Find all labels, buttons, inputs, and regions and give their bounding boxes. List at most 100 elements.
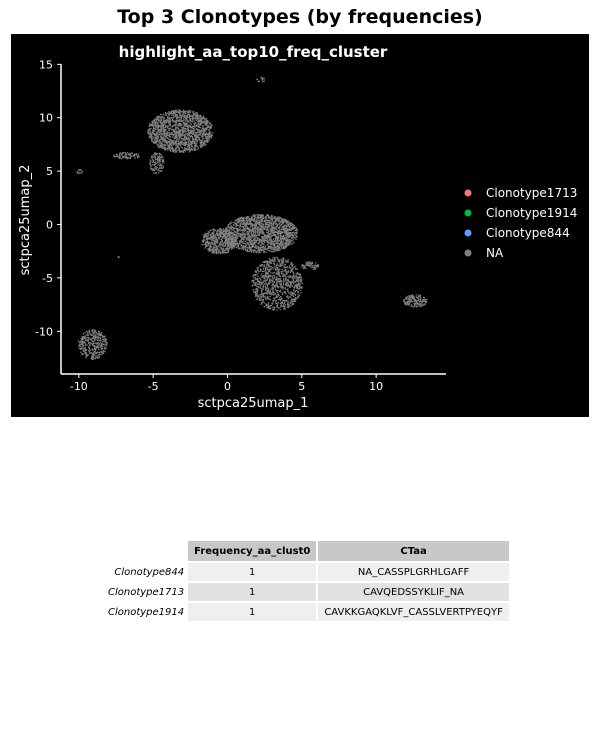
scatter-point bbox=[213, 250, 215, 252]
scatter-point bbox=[259, 225, 262, 227]
scatter-point bbox=[254, 291, 256, 293]
scatter-point bbox=[281, 226, 283, 228]
scatter-point bbox=[164, 141, 166, 143]
scatter-point bbox=[272, 232, 274, 234]
scatter-point bbox=[294, 285, 296, 287]
scatter-point bbox=[217, 232, 219, 234]
scatter-point bbox=[298, 276, 301, 279]
scatter-point bbox=[267, 272, 270, 274]
scatter-point bbox=[206, 137, 208, 140]
scatter-point bbox=[220, 231, 222, 233]
scatter-point bbox=[210, 239, 213, 241]
scatter-point bbox=[245, 225, 247, 227]
scatter-point bbox=[261, 242, 263, 244]
scatter-point bbox=[176, 119, 179, 122]
scatter-point bbox=[215, 232, 218, 234]
scatter-point bbox=[293, 236, 295, 239]
scatter-point bbox=[222, 247, 224, 249]
scatter-point bbox=[301, 287, 303, 289]
scatter-point bbox=[285, 219, 287, 221]
scatter-point bbox=[268, 217, 270, 219]
scatter-point bbox=[254, 239, 256, 242]
scatter-point bbox=[164, 139, 166, 141]
scatter-point bbox=[266, 248, 268, 250]
scatter-point bbox=[298, 295, 300, 297]
scatter-point bbox=[160, 156, 162, 158]
scatter-point bbox=[155, 161, 157, 163]
scatter-point bbox=[166, 112, 169, 114]
scatter-point bbox=[160, 144, 162, 147]
scatter-point bbox=[276, 283, 278, 285]
scatter-point bbox=[91, 355, 93, 357]
scatter-point bbox=[173, 120, 175, 123]
scatter-point bbox=[207, 138, 209, 140]
scatter-point bbox=[242, 229, 244, 231]
scatter-point bbox=[149, 137, 151, 139]
scatter-point bbox=[269, 250, 271, 252]
scatter-point bbox=[174, 131, 177, 133]
scatter-point bbox=[204, 232, 206, 235]
scatter-point bbox=[256, 237, 259, 239]
scatter-point bbox=[234, 222, 236, 224]
scatter-point bbox=[232, 243, 234, 245]
scatter-point bbox=[205, 127, 207, 130]
scatter-point bbox=[233, 224, 235, 226]
scatter-point bbox=[280, 286, 282, 288]
scatter-point bbox=[282, 300, 284, 302]
scatter-point bbox=[160, 153, 162, 156]
scatter-point bbox=[170, 140, 172, 142]
scatter-point bbox=[180, 117, 182, 119]
scatter-point bbox=[226, 251, 228, 254]
scatter-point bbox=[210, 249, 213, 251]
scatter-point bbox=[101, 351, 103, 353]
scatter-point bbox=[149, 127, 152, 130]
scatter-point bbox=[258, 281, 260, 283]
scatter-point bbox=[205, 144, 207, 146]
scatter-point bbox=[190, 142, 192, 144]
scatter-point bbox=[166, 137, 169, 140]
scatter-point bbox=[200, 142, 202, 144]
scatter-point bbox=[168, 144, 170, 146]
scatter-point bbox=[295, 279, 297, 281]
scatter-point bbox=[262, 294, 264, 296]
scatter-point bbox=[269, 260, 271, 262]
scatter-point bbox=[263, 284, 265, 286]
scatter-point bbox=[256, 292, 258, 294]
scatter-point bbox=[248, 232, 250, 234]
scatter-point bbox=[251, 218, 253, 221]
scatter-point bbox=[132, 155, 134, 157]
scatter-point bbox=[305, 262, 307, 264]
scatter-point bbox=[243, 242, 245, 244]
scatter-point bbox=[177, 149, 180, 151]
scatter-point bbox=[267, 220, 270, 222]
scatter-point bbox=[261, 276, 263, 278]
scatter-point bbox=[176, 131, 179, 134]
scatter-point bbox=[281, 231, 283, 234]
scatter-point bbox=[292, 277, 294, 280]
scatter-point bbox=[264, 292, 266, 294]
scatter-point bbox=[290, 283, 292, 285]
scatter-point bbox=[199, 145, 201, 147]
scatter-point bbox=[261, 232, 263, 235]
scatter-point bbox=[292, 291, 294, 294]
scatter-point bbox=[96, 352, 98, 354]
scatter-point bbox=[209, 233, 211, 235]
scatter-point bbox=[210, 135, 212, 137]
scatter-point bbox=[281, 272, 283, 274]
scatter-point bbox=[243, 224, 245, 226]
scatter-point bbox=[97, 356, 99, 358]
scatter-point bbox=[251, 224, 253, 226]
scatter-point bbox=[196, 113, 199, 116]
scatter-point bbox=[237, 229, 239, 231]
scatter-point bbox=[251, 229, 253, 231]
scatter-point bbox=[260, 264, 262, 266]
scatter-point bbox=[269, 236, 271, 239]
scatter-point bbox=[238, 229, 240, 231]
scatter-point bbox=[267, 230, 269, 232]
scatter-point bbox=[184, 129, 186, 131]
scatter-point bbox=[157, 130, 159, 132]
scatter-point bbox=[177, 134, 180, 136]
scatter-point bbox=[277, 268, 279, 271]
scatter-point bbox=[250, 237, 253, 239]
scatter-point bbox=[171, 141, 173, 144]
